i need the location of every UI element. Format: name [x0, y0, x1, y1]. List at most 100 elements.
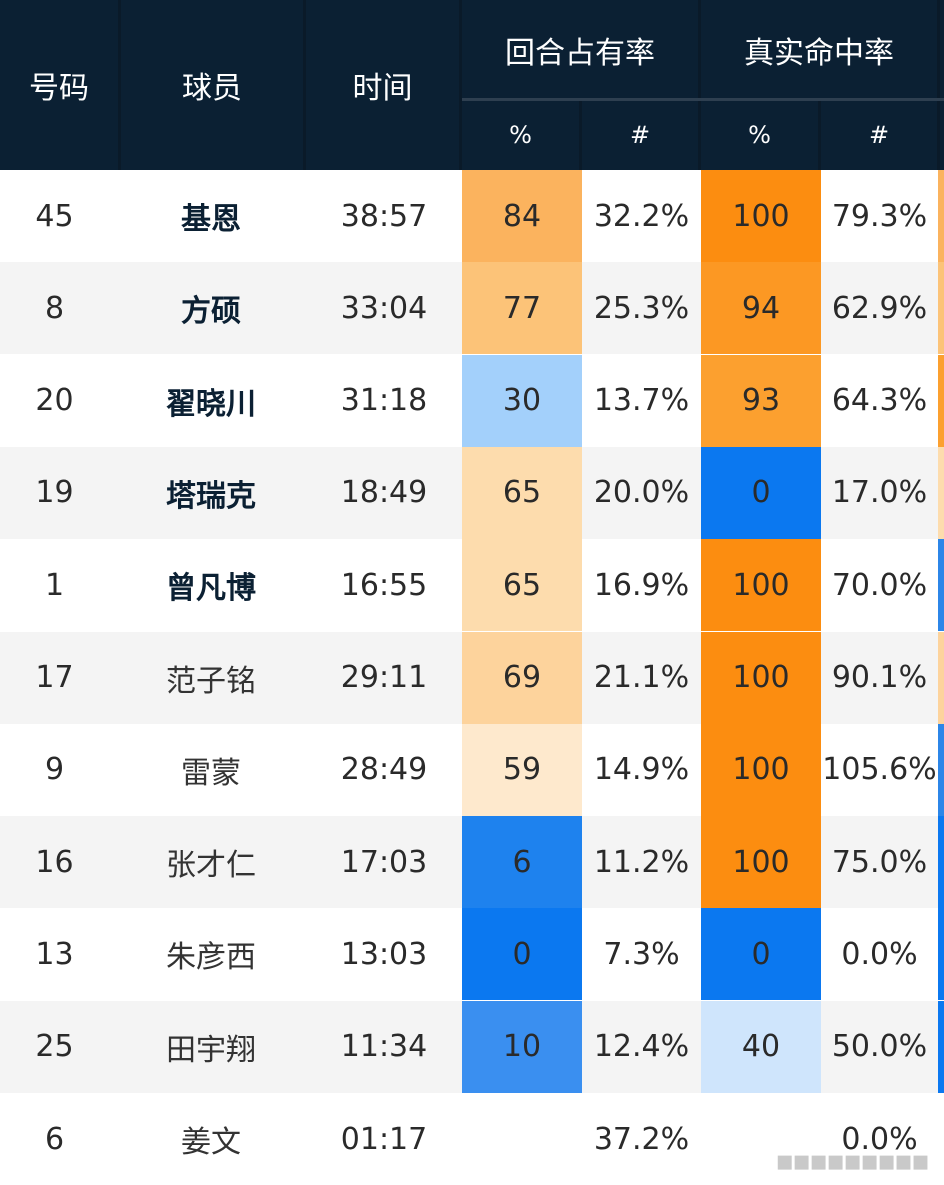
number-cell: 8 — [44, 290, 65, 326]
usage-pct-cell: 30 — [462, 354, 582, 447]
table-row: 17 范子铭 29:11 69 21.1% 100 90.1% — [0, 631, 944, 724]
table-row: 16 张才仁 17:03 6 11.2% 100 75.0% — [0, 816, 944, 909]
next-column-color-edge — [938, 1000, 944, 1093]
time-cell: 16:55 — [340, 567, 428, 603]
time-cell: 29:11 — [340, 660, 428, 695]
header-player: 球员 — [121, 0, 306, 170]
table-row: 9 雷蒙 28:49 59 14.9% 100 105.6% — [0, 723, 944, 816]
player-cell: 张才仁 — [166, 848, 256, 884]
next-column-color-edge — [938, 631, 944, 724]
ts-val-cell: 0.0% — [841, 936, 918, 972]
usage-val-cell: 12.4% — [593, 1029, 690, 1065]
time-cell: 13:03 — [340, 936, 428, 972]
next-column-color-edge — [938, 446, 944, 539]
next-column-color-edge — [938, 170, 944, 262]
ts-val-cell: 0.0% — [841, 1121, 918, 1157]
table-row: 6 姜文 01:17 37.2% 0.0% — [0, 1093, 944, 1185]
player-cell: 姜文 — [181, 1125, 241, 1160]
player-cell: 范子铭 — [166, 663, 256, 699]
ts-pct-cell: 94 — [701, 262, 821, 355]
next-column-color-edge — [938, 908, 944, 1001]
time-cell: 31:18 — [340, 383, 428, 419]
ts-pct-cell: 100 — [701, 816, 821, 909]
next-column-color-edge — [938, 262, 944, 355]
ts-pct-cell: 100 — [701, 723, 821, 816]
number-cell: 17 — [35, 660, 74, 695]
ts-pct-cell: 0 — [701, 446, 821, 539]
usage-val-cell: 14.9% — [593, 752, 690, 788]
usage-val-cell: 32.2% — [593, 198, 690, 234]
player-cell: 朱彦西 — [166, 940, 256, 976]
ts-pct-cell: 93 — [701, 354, 821, 447]
ts-val-cell: 50.0% — [831, 1029, 928, 1065]
player-cell: 雷蒙 — [181, 755, 241, 791]
ts-val-cell: 79.3% — [831, 198, 928, 234]
number-cell: 45 — [35, 198, 74, 234]
number-cell: 6 — [44, 1121, 65, 1157]
usage-val-cell: 11.2% — [593, 844, 690, 880]
watermark: ▪▪▪▪▪▪▪▪▪ — [775, 1144, 930, 1177]
number-cell: 20 — [35, 383, 74, 419]
time-cell: 11:34 — [340, 1029, 428, 1065]
usage-val-cell: 25.3% — [593, 290, 690, 326]
usage-pct-cell: 69 — [462, 631, 582, 724]
header-extra — [940, 0, 944, 170]
next-column-color-edge — [938, 354, 944, 447]
player-cell: 塔瑞克 — [166, 478, 256, 514]
usage-val-cell: 21.1% — [593, 660, 690, 695]
next-column-color-edge — [938, 723, 944, 816]
time-cell: 17:03 — [340, 844, 428, 880]
player-cell: 翟晓川 — [166, 386, 256, 422]
time-cell: 28:49 — [340, 752, 428, 788]
table-row: 13 朱彦西 13:03 0 7.3% 0 0.0% — [0, 908, 944, 1001]
time-cell: 18:49 — [340, 475, 428, 511]
player-cell: 田宇翔 — [166, 1032, 256, 1068]
header-usage-group: 回合占有率 — [462, 0, 701, 100]
table-row: 19 塔瑞克 18:49 65 20.0% 0 17.0% — [0, 446, 944, 539]
player-cell: 基恩 — [181, 202, 241, 237]
number-cell: 1 — [44, 567, 65, 603]
usage-pct-cell: 77 — [462, 262, 582, 355]
usage-val-cell: 7.3% — [603, 936, 680, 972]
header-usage-pct: % — [462, 100, 582, 170]
usage-pct-cell: 10 — [462, 1000, 582, 1093]
usage-pct-cell: 0 — [462, 908, 582, 1001]
header-ts-val: # — [821, 100, 940, 170]
table-row: 45 基恩 38:57 84 32.2% 100 79.3% — [0, 170, 944, 262]
usage-pct-cell: 6 — [462, 816, 582, 909]
ts-pct-cell: 40 — [701, 1000, 821, 1093]
table-row: 25 田宇翔 11:34 10 12.4% 40 50.0% — [0, 1000, 944, 1093]
header-divider — [462, 98, 944, 101]
header-ts-pct: % — [701, 100, 821, 170]
ts-val-cell: 105.6% — [822, 752, 937, 788]
time-cell: 01:17 — [340, 1121, 428, 1157]
ts-val-cell: 90.1% — [831, 660, 928, 695]
usage-val-cell: 16.9% — [593, 567, 690, 603]
ts-val-cell: 17.0% — [831, 475, 928, 511]
ts-pct-cell: 100 — [701, 539, 821, 632]
table-row: 1 曾凡博 16:55 65 16.9% 100 70.0% — [0, 539, 944, 632]
ts-val-cell: 62.9% — [831, 290, 928, 326]
time-cell: 38:57 — [340, 198, 428, 234]
next-column-color-edge — [938, 816, 944, 909]
header-usage-val: # — [582, 100, 701, 170]
player-cell: 曾凡博 — [166, 571, 256, 607]
number-cell: 13 — [35, 936, 74, 972]
header-number: 号码 — [0, 0, 121, 170]
ts-val-cell: 75.0% — [831, 844, 928, 880]
number-cell: 19 — [35, 475, 74, 511]
ts-val-cell: 70.0% — [831, 567, 928, 603]
player-cell: 方硕 — [181, 294, 241, 330]
number-cell: 25 — [35, 1029, 74, 1065]
table-row: 20 翟晓川 31:18 30 13.7% 93 64.3% — [0, 354, 944, 447]
header-time: 时间 — [306, 0, 462, 170]
usage-pct-cell: 65 — [462, 446, 582, 539]
header-ts-group: 真实命中率 — [701, 0, 940, 100]
usage-val-cell: 20.0% — [593, 475, 690, 511]
number-cell: 9 — [44, 752, 65, 788]
ts-pct-cell: 0 — [701, 908, 821, 1001]
usage-val-cell: 13.7% — [593, 383, 690, 419]
ts-pct-cell: 100 — [701, 170, 821, 262]
next-column-color-edge — [938, 539, 944, 632]
